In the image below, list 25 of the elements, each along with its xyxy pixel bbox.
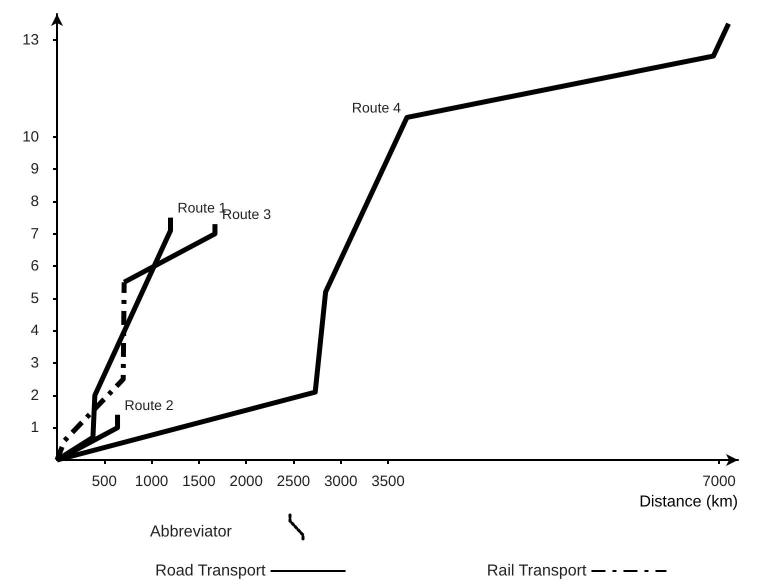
- y-tick-label: 13: [22, 31, 39, 48]
- y-tick-label: 1: [30, 419, 39, 436]
- annotation: Route 2: [124, 396, 174, 413]
- legend-label: Rail Transport: [486, 562, 588, 580]
- y-tick-label: 2: [30, 386, 39, 404]
- x-tick-label: 2500: [276, 473, 310, 490]
- y-tick-label: 3: [30, 354, 39, 372]
- y-tick-label: 7: [30, 225, 39, 242]
- text: Abbreviator: [150, 524, 232, 540]
- x-axis-title: Distance (km): [639, 494, 738, 510]
- y-tick-label: 10: [22, 128, 39, 146]
- y-tick-label: 6: [30, 258, 39, 275]
- x-tick-label: 3000: [324, 473, 358, 490]
- x-tick-label: 1500: [182, 473, 216, 490]
- y-tick-label: 9: [30, 160, 39, 178]
- y-tick-label: 4: [30, 322, 39, 340]
- y-tick-label: 5: [30, 290, 39, 307]
- annotation: Route 4: [352, 99, 402, 116]
- y-tick-label: 8: [30, 192, 39, 210]
- x-tick-label: 2000: [229, 473, 263, 490]
- x-tick-label: 1000: [134, 473, 168, 490]
- x-tick-label: 3500: [371, 473, 405, 490]
- x-tick-label: 500: [92, 473, 117, 490]
- x-tick-label: 7000: [702, 473, 736, 490]
- legend-label: Road Transport: [155, 562, 266, 580]
